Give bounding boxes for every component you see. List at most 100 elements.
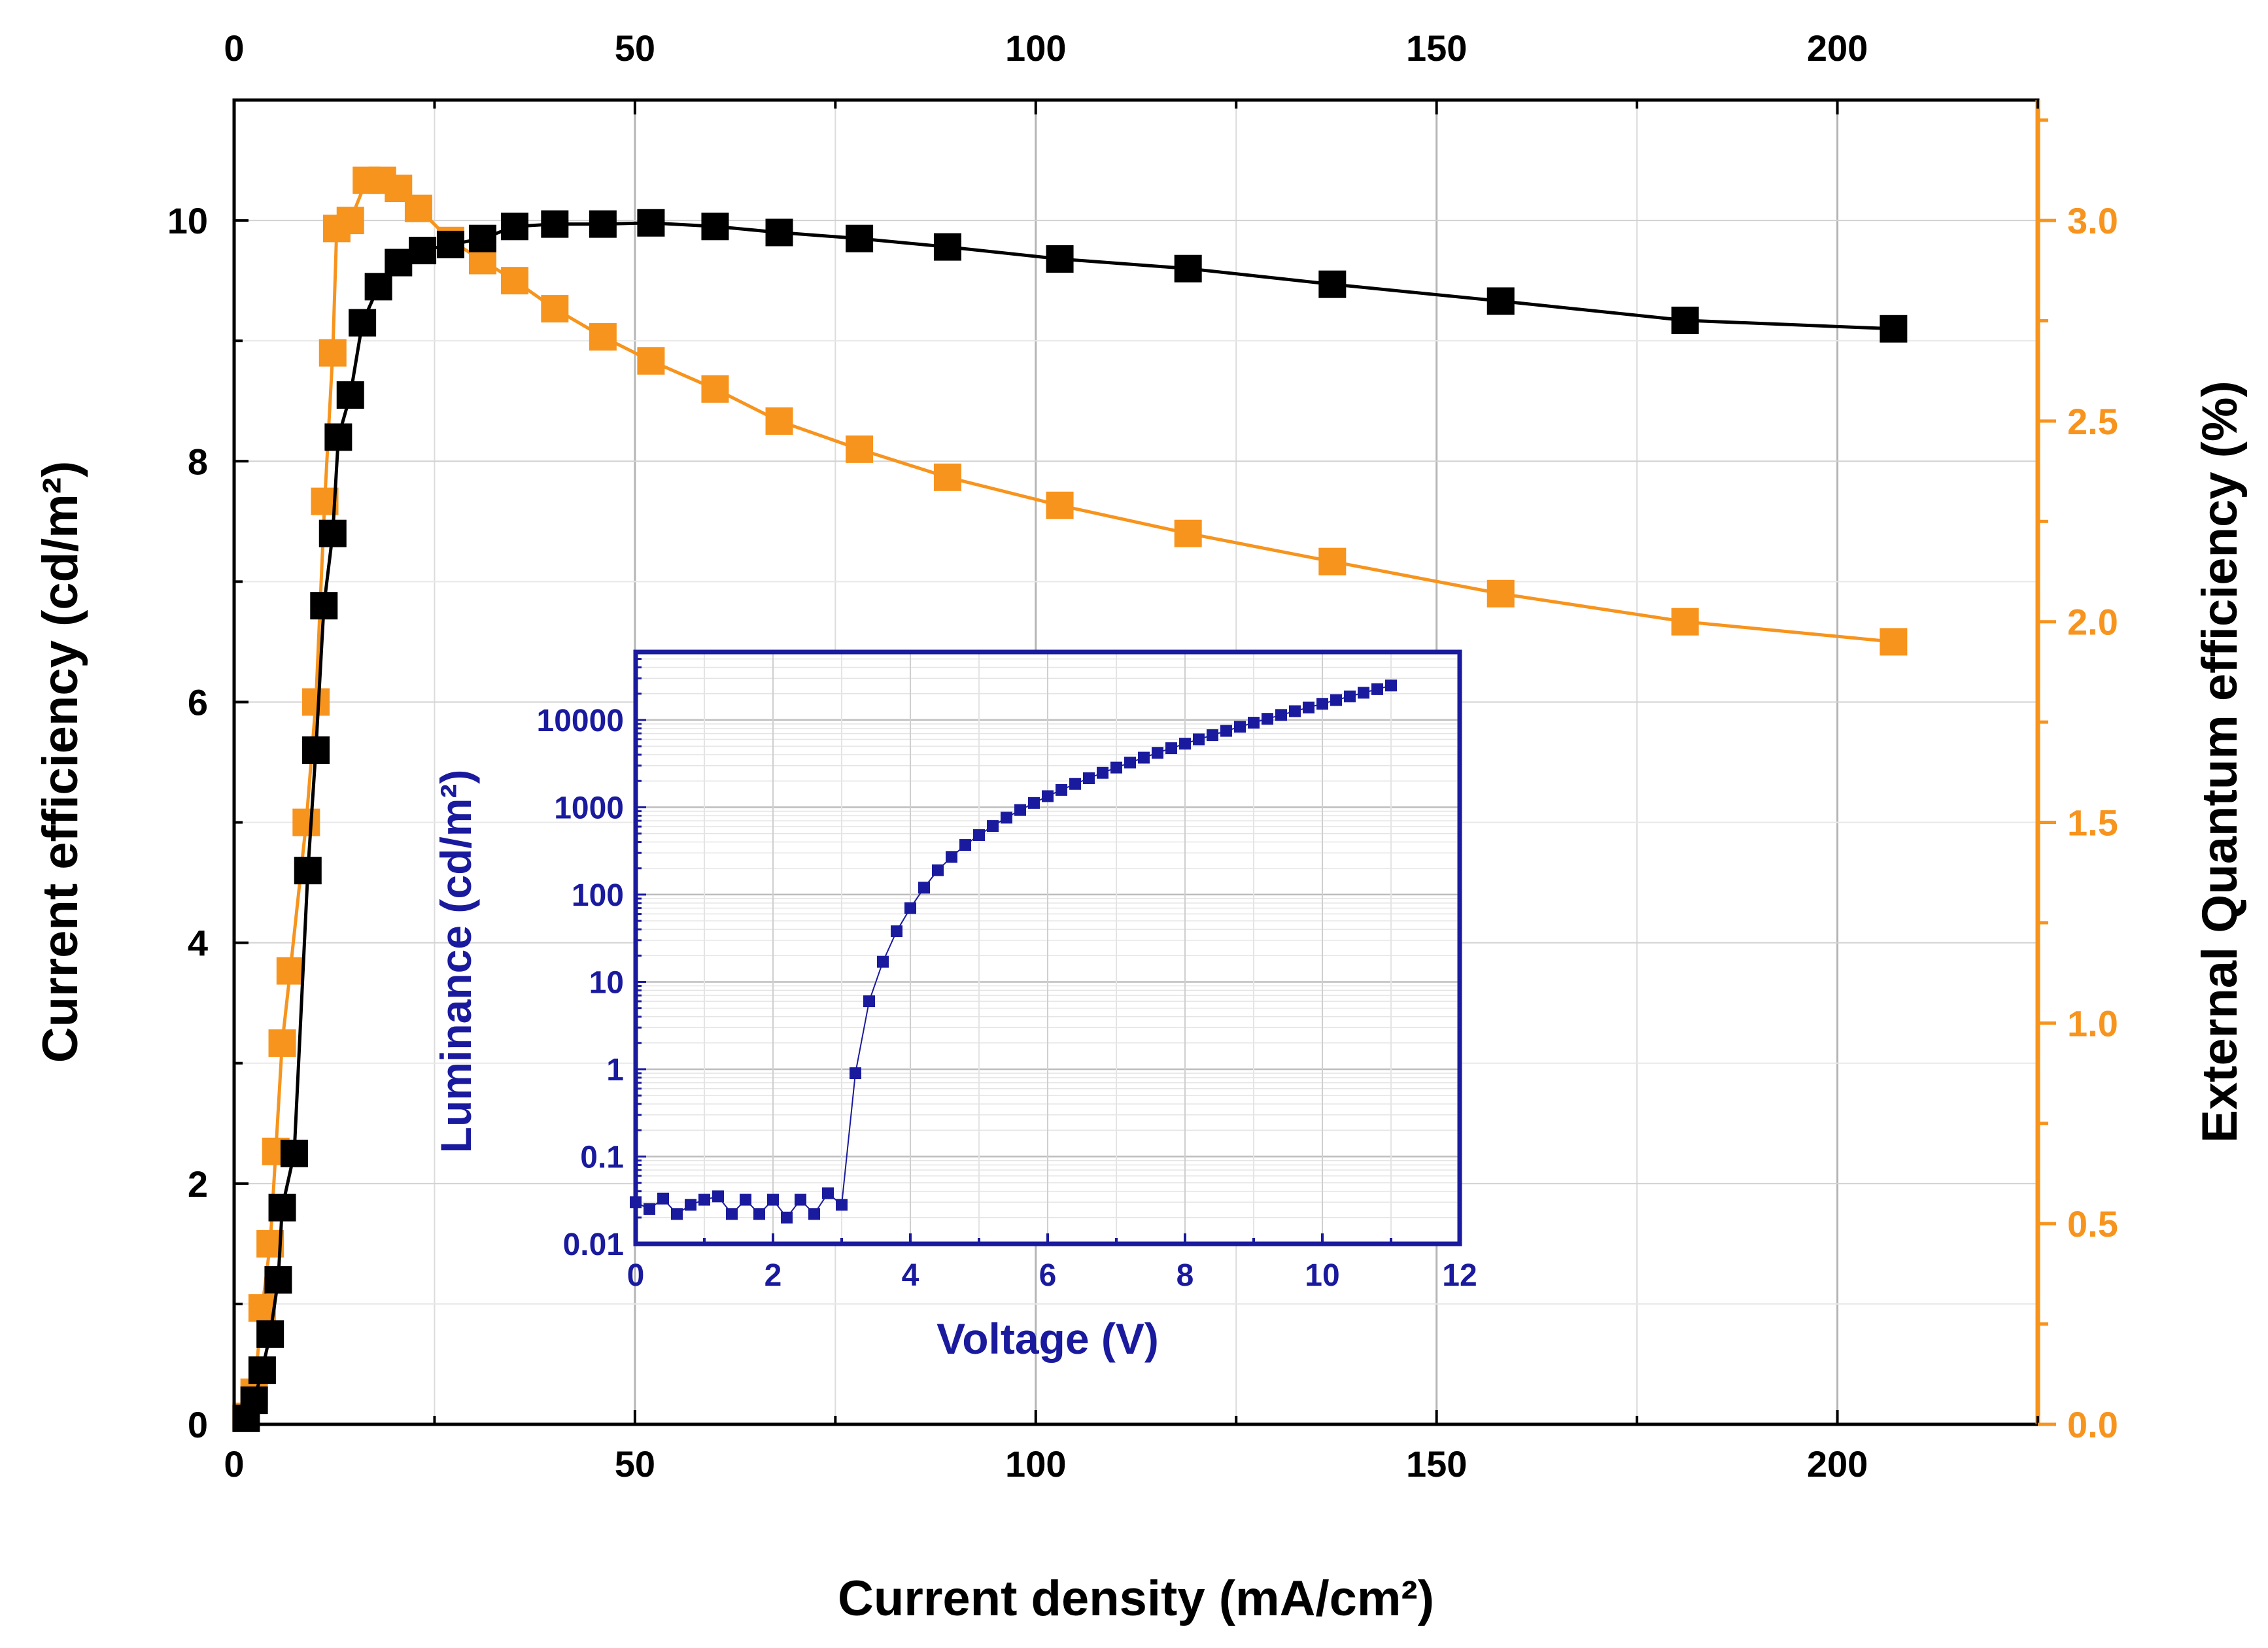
luminance-point bbox=[1124, 757, 1136, 769]
eqe-point bbox=[404, 194, 432, 222]
eqe-point bbox=[765, 407, 793, 435]
current-efficiency-point bbox=[310, 592, 338, 620]
luminance-point bbox=[1358, 687, 1369, 699]
current-efficiency-point bbox=[324, 423, 352, 451]
luminance-point bbox=[1234, 721, 1246, 733]
luminance-point bbox=[904, 902, 916, 914]
eqe-point bbox=[1174, 519, 1202, 547]
top-x-tick-label: 0 bbox=[224, 27, 244, 69]
eqe-point bbox=[1046, 491, 1074, 519]
current-efficiency-point bbox=[385, 249, 413, 277]
current-efficiency-point bbox=[256, 1320, 284, 1348]
y2-tick-label: 2.0 bbox=[2067, 602, 2118, 643]
eqe-point bbox=[589, 323, 617, 351]
y2-tick-label: 0.0 bbox=[2067, 1404, 2118, 1445]
top-x-tick-label: 200 bbox=[1807, 27, 1868, 69]
luminance-point bbox=[795, 1193, 806, 1206]
x-axis-title: Current density (mA/cm²) bbox=[838, 1571, 1434, 1626]
y2-axis-title: External Quantum efficiency (%) bbox=[2192, 381, 2248, 1143]
luminance-point bbox=[1275, 709, 1287, 721]
luminance-point bbox=[808, 1208, 820, 1220]
inset-y-tick-label: 1 bbox=[606, 1053, 624, 1088]
eqe-point bbox=[336, 207, 364, 235]
current-efficiency-point bbox=[1174, 254, 1202, 283]
luminance-point bbox=[685, 1199, 696, 1211]
inset-y-tick-label: 1000 bbox=[554, 791, 624, 825]
inset-x-tick-label: 6 bbox=[1039, 1258, 1057, 1293]
eqe-point bbox=[933, 463, 961, 491]
y-tick-label: 2 bbox=[188, 1163, 208, 1205]
luminance-point bbox=[1316, 698, 1328, 710]
current-efficiency-point bbox=[1880, 315, 1908, 343]
luminance-point bbox=[1165, 742, 1177, 755]
luminance-point bbox=[918, 882, 930, 894]
luminance-point bbox=[1193, 733, 1205, 746]
y2-tick-label: 1.5 bbox=[2067, 802, 2118, 844]
luminance-point bbox=[946, 851, 957, 863]
luminance-point bbox=[644, 1203, 655, 1215]
y-tick-label: 4 bbox=[188, 923, 208, 964]
luminance-point bbox=[1097, 766, 1108, 779]
current-efficiency-point bbox=[1486, 287, 1515, 315]
current-efficiency-point bbox=[1671, 306, 1699, 334]
current-efficiency-point bbox=[1318, 270, 1347, 298]
luminance-point bbox=[1207, 729, 1218, 742]
inset-y-tick-label: 10 bbox=[589, 965, 624, 1000]
luminance-point bbox=[1371, 683, 1383, 695]
x-tick-label: 100 bbox=[1005, 1443, 1066, 1485]
luminance-point bbox=[932, 864, 944, 876]
luminance-point bbox=[1289, 705, 1301, 717]
y2-tick-label: 0.5 bbox=[2067, 1203, 2118, 1245]
y-tick-label: 6 bbox=[188, 681, 208, 723]
luminance-point bbox=[822, 1187, 834, 1199]
luminance-point bbox=[863, 995, 875, 1008]
eqe-point bbox=[501, 267, 529, 295]
eqe-point bbox=[318, 339, 347, 367]
eqe-point bbox=[1671, 608, 1699, 636]
luminance-point bbox=[877, 955, 889, 968]
inset-y-tick-label: 0.01 bbox=[563, 1227, 624, 1262]
current-efficiency-point bbox=[468, 224, 496, 252]
luminance-point bbox=[1138, 751, 1150, 764]
luminance-point bbox=[698, 1193, 710, 1206]
current-efficiency-point bbox=[240, 1386, 268, 1415]
current-efficiency-point bbox=[701, 213, 729, 241]
current-efficiency-point bbox=[318, 519, 347, 547]
y2-tick-label: 3.0 bbox=[2067, 200, 2118, 241]
luminance-point bbox=[726, 1208, 738, 1220]
current-efficiency-point bbox=[302, 736, 330, 764]
luminance-point bbox=[1385, 679, 1397, 692]
luminance-point bbox=[767, 1193, 779, 1206]
eqe-point bbox=[541, 295, 569, 323]
luminance-point bbox=[1014, 804, 1026, 816]
luminance-point bbox=[836, 1199, 848, 1211]
eqe-point bbox=[302, 688, 330, 716]
x-tick-label: 50 bbox=[615, 1443, 655, 1485]
eqe-point bbox=[1318, 547, 1347, 575]
inset-chart: 0 2 4 6 8 10 12 0.01 0.1 1 10 100 1000 10000 Voltage … bbox=[432, 649, 1477, 1363]
inset-x-tick-label: 12 bbox=[1442, 1258, 1477, 1293]
luminance-point bbox=[740, 1193, 751, 1206]
luminance-point bbox=[1152, 747, 1163, 759]
current-efficiency-point bbox=[409, 237, 437, 265]
luminance-point bbox=[712, 1190, 724, 1203]
top-x-tick-label: 50 bbox=[615, 27, 655, 69]
current-efficiency-point bbox=[501, 213, 529, 241]
luminance-point bbox=[1220, 725, 1232, 737]
luminance-point bbox=[891, 925, 902, 938]
eqe-point bbox=[637, 347, 665, 375]
inset-x-tick-label: 10 bbox=[1305, 1258, 1339, 1293]
luminance-point bbox=[1262, 713, 1273, 725]
current-efficiency-point bbox=[933, 233, 961, 261]
current-efficiency-point bbox=[280, 1139, 308, 1167]
eqe-point bbox=[1880, 628, 1908, 656]
y2-tick-label: 1.0 bbox=[2067, 1003, 2118, 1044]
current-efficiency-point bbox=[1046, 245, 1074, 273]
inset-grid bbox=[636, 651, 1460, 1245]
inset-x-tick-label: 4 bbox=[902, 1258, 919, 1293]
x-tick-label: 200 bbox=[1807, 1443, 1868, 1485]
luminance-point bbox=[987, 820, 999, 833]
luminance-point bbox=[1248, 717, 1260, 729]
